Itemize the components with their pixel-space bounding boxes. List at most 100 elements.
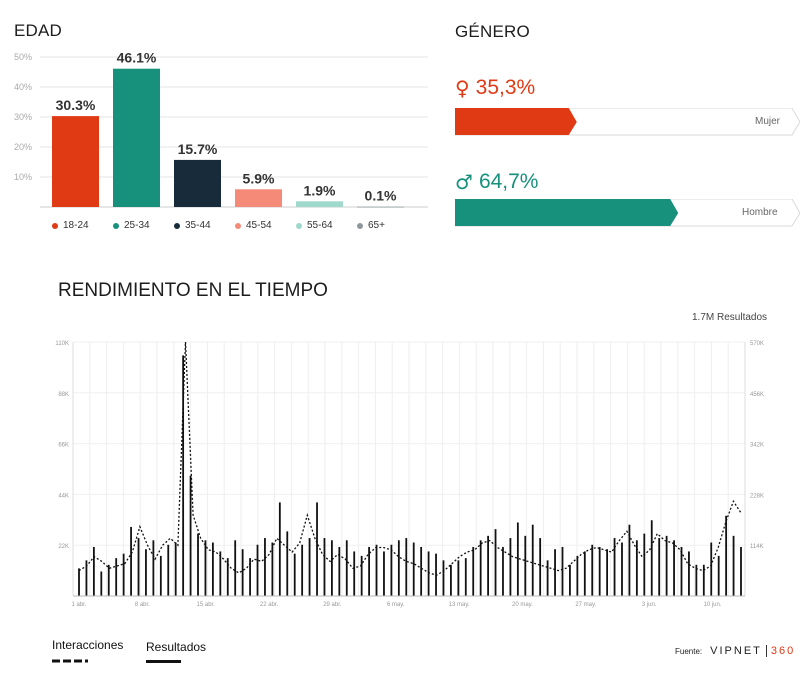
results-bar: [338, 546, 341, 596]
age-ytick-label: 50%: [14, 52, 32, 62]
results-bar: [323, 538, 326, 596]
interactions-legend-label: Interacciones: [52, 638, 124, 652]
performance-title: RENDIMIENTO EN EL TIEMPO: [58, 280, 328, 301]
age-legend-item: 65+: [357, 220, 385, 231]
legend-dot-icon: [357, 222, 363, 229]
left-axis-tick: 66K: [58, 443, 69, 449]
performance-chart: 110K 570K 88K 456K 66K 342K 44K 228K 22K 114K 1 ab…: [55, 341, 764, 608]
results-bar: [271, 542, 274, 596]
male-bar-fill: [455, 199, 679, 226]
female-label: Mujer: [755, 116, 781, 127]
results-bar: [702, 564, 705, 596]
results-bar: [211, 542, 214, 596]
left-axis-tick: 88K: [58, 392, 69, 398]
results-bar: [628, 524, 631, 596]
results-bar: [606, 549, 609, 596]
results-bar: [680, 546, 683, 596]
performance-axes: 110K 570K 88K 456K 66K 342K 44K 228K 22K 114K 1 ab…: [55, 341, 764, 608]
age-ytick-label: 30%: [14, 112, 32, 122]
results-bar: [427, 551, 430, 596]
results-bar: [457, 560, 460, 596]
x-axis-tick: 3 jun.: [642, 602, 657, 608]
results-bar: [308, 538, 311, 596]
brand-suffix: 360: [770, 645, 796, 657]
age-legend-label: 35-44: [185, 220, 211, 231]
age-legend-item: 18-24: [52, 220, 89, 231]
x-axis-tick: 1 abr.: [71, 602, 86, 608]
results-bars: [78, 355, 742, 596]
male-label: Hombre: [742, 207, 778, 218]
results-legend-swatch: [146, 660, 181, 663]
x-axis-tick: 6 may.: [387, 602, 405, 608]
brand-divider: [765, 645, 767, 657]
results-bar: [293, 553, 296, 596]
female-icon: ♀: [455, 76, 470, 100]
age-bar-chart: 50% 40% 30% 20% 10% 30.3% 46.1% 15.7% 5.9% 1.9% 0…: [14, 50, 428, 208]
legend-dot-icon: [113, 222, 119, 229]
results-bar: [375, 544, 378, 596]
x-axis-tick: 20 may.: [512, 602, 533, 608]
results-total: 1.7M Resultados: [692, 312, 768, 323]
results-bar: [450, 564, 452, 596]
results-bar: [695, 564, 698, 596]
results-bar: [256, 544, 259, 596]
age-bar: [235, 189, 282, 207]
results-bar: [613, 538, 616, 596]
results-bar: [360, 555, 363, 596]
age-bar: [357, 206, 404, 208]
legend-dot-icon: [174, 222, 180, 229]
interactions-legend-swatch: [52, 659, 88, 663]
male-icon: ♂: [455, 170, 473, 194]
age-bars: 30.3% 46.1% 15.7% 5.9% 1.9% 0.1%: [52, 50, 404, 208]
results-bar: [554, 549, 556, 596]
results-bar: [650, 520, 653, 596]
results-bar: [561, 546, 564, 596]
results-bar: [383, 551, 385, 596]
results-bar: [576, 555, 579, 596]
results-bar: [464, 558, 467, 596]
results-bar: [145, 549, 147, 596]
results-bar: [732, 535, 735, 596]
results-bar: [539, 538, 542, 596]
results-bar: [159, 555, 162, 596]
results-bar: [174, 542, 177, 596]
legend-dot-icon: [52, 222, 58, 229]
results-bar: [412, 542, 415, 596]
results-bar: [78, 568, 80, 596]
age-bar-value-label: 1.9%: [304, 182, 336, 198]
results-bar: [115, 558, 118, 596]
right-axis-tick: 342K: [750, 443, 764, 449]
gender-title: GÉNERO: [455, 22, 530, 41]
results-bar: [368, 546, 370, 596]
right-axis-tick: 228K: [750, 493, 764, 499]
results-bar: [241, 549, 244, 596]
results-bar: [717, 555, 720, 596]
results-bar: [688, 551, 690, 596]
results-bar: [390, 544, 393, 596]
right-axis-tick: 114K: [750, 544, 764, 550]
results-bar: [569, 564, 571, 596]
results-bar: [316, 502, 318, 596]
legend-dot-icon: [296, 222, 302, 229]
age-legend-label: 65+: [368, 220, 385, 231]
age-bar-value-label: 5.9%: [243, 170, 275, 186]
x-axis-tick: 22 abr.: [260, 602, 279, 608]
male-percentage: 64,7%: [478, 170, 539, 193]
results-bar: [353, 551, 356, 596]
results-bar: [182, 355, 185, 596]
results-bar: [502, 546, 504, 596]
female-percentage: 35,3%: [475, 76, 536, 99]
results-bar: [479, 540, 482, 596]
results-bar: [345, 540, 348, 596]
results-bar: [420, 546, 423, 596]
results-bar: [167, 544, 170, 596]
results-bar: [635, 540, 638, 596]
results-bar: [531, 524, 534, 596]
results-bar: [397, 540, 400, 596]
results-bar: [725, 515, 728, 596]
results-bar: [100, 571, 103, 596]
results-bar: [598, 546, 601, 596]
age-bar-value-label: 46.1%: [117, 50, 157, 66]
age-ytick-label: 40%: [14, 82, 32, 92]
x-axis-tick: 27 may.: [575, 602, 596, 608]
